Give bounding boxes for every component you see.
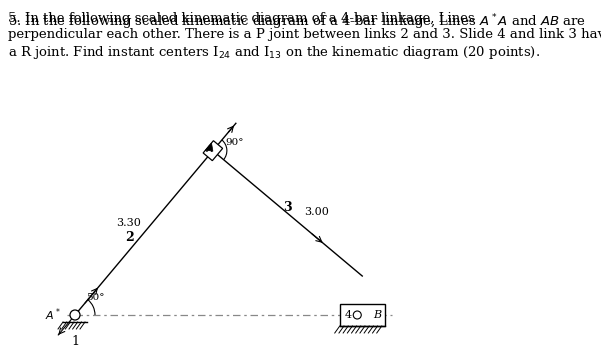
Text: 2: 2: [126, 231, 134, 244]
Text: 5. In the following scaled kinematic diagram of a 4-bar linkage, Lines: 5. In the following scaled kinematic dia…: [8, 12, 479, 25]
Polygon shape: [205, 143, 213, 151]
Text: 3.30: 3.30: [117, 218, 141, 227]
Bar: [340, 304, 385, 326]
Text: 3.00: 3.00: [305, 206, 329, 216]
Text: 4: 4: [344, 310, 352, 320]
Text: a R joint. Find instant centers I$_{24}$ and I$_{13}$ on the kinematic diagram (: a R joint. Find instant centers I$_{24}$…: [8, 44, 540, 61]
Polygon shape: [203, 141, 222, 161]
Text: A: A: [206, 145, 212, 154]
Text: 5. In the following scaled kinematic diagram of a 4-bar linkage, Lines $A^*A$ an: 5. In the following scaled kinematic dia…: [8, 12, 586, 32]
Circle shape: [70, 310, 80, 320]
Text: $A^*$: $A^*$: [45, 307, 61, 323]
Text: B: B: [373, 310, 381, 320]
Text: 50°: 50°: [86, 293, 104, 302]
Text: perpendicular each other. There is a P joint between links 2 and 3. Slide 4 and : perpendicular each other. There is a P j…: [8, 28, 601, 41]
Text: 1: 1: [71, 335, 79, 348]
Text: 90°: 90°: [225, 138, 244, 147]
Text: 3: 3: [283, 201, 292, 214]
Circle shape: [353, 311, 361, 319]
